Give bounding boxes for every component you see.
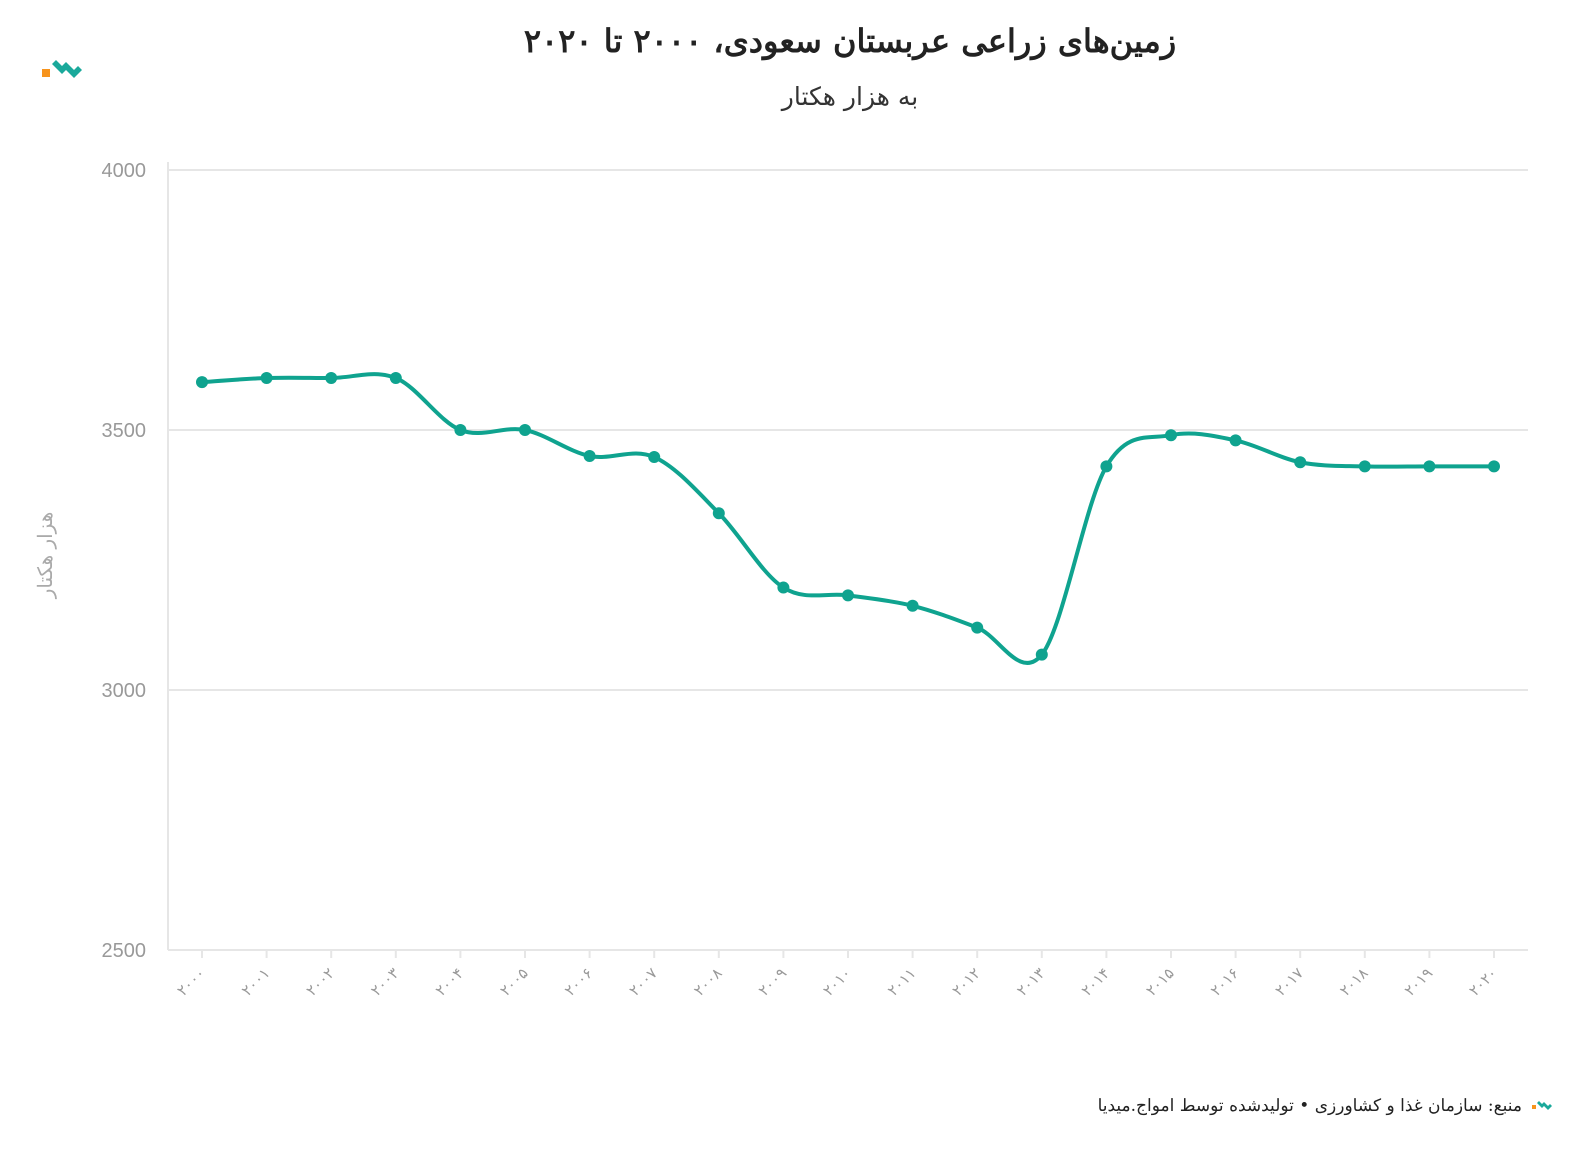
footer: منبع: سازمان غذا و کشاورزی • تولیدشده تو… [1098,1096,1552,1116]
y-axis-label: هزار هکتار [33,512,57,600]
y-tick-label: 3000 [102,680,147,702]
data-point [196,376,208,389]
y-tick-label: 2500 [102,940,147,962]
x-tick-label: ۲۰۰۳ [367,964,403,1000]
data-point [1035,648,1048,661]
data-point [454,424,467,436]
chart-subtitle: به هزار هکتار [781,82,919,111]
data-point [389,372,402,384]
x-tick-label: ۲۰۱۶ [1207,964,1243,1000]
data-point [260,372,273,384]
data-point [1488,460,1500,473]
data-point [583,450,596,462]
y-tick-label: 4000 [102,160,147,182]
series-line [201,372,1494,665]
x-tick-label: ۲۰۰۸ [690,964,726,1000]
source-text: منبع: سازمان غذا و کشاورزی • تولیدشده تو… [1097,1096,1522,1116]
data-point [1423,460,1436,473]
x-tick-label: ۲۰۱۵ [1142,964,1178,1000]
x-tick-label: ۲۰۱۰ [819,964,855,1000]
data-point [906,599,919,612]
chart-title: زمین‌های زراعی عربستان سعودی، ۲۰۰۰ تا ۲۰… [523,22,1177,60]
x-tick-label: ۲۰۱۲ [949,964,985,1000]
data-point [325,372,338,384]
x-tick-label: ۲۰۱۸ [1336,964,1372,1000]
x-tick-label: ۲۰۱۳ [1013,964,1049,1000]
x-tick-label: ۲۰۰۵ [496,964,532,1000]
data-point [971,621,984,634]
x-tick-label: ۲۰۱۹ [1401,964,1437,1000]
data-point [1358,460,1371,473]
x-tick-label: ۲۰۰۹ [755,964,791,1000]
x-tick-label: ۲۰۰۷ [626,964,662,1000]
data-point [842,589,854,602]
line-chart: 4000 3500 3000 2500 هزار هکتار ۲۰۰۰ ۲۰۰۱ ۲۰۰۲ ۲۰… [33,160,1528,1000]
x-tick-label: ۲۰۰۲ [303,964,339,1000]
data-point [1165,429,1177,442]
data-point [1229,434,1242,447]
x-tick-label: ۲۰۱۱ [884,964,920,1000]
data-point [712,507,725,520]
data-point [519,424,531,436]
x-tick-label: ۲۰۰۶ [561,964,597,1000]
x-tick-label: ۲۰۰۴ [432,964,468,1000]
data-point [777,581,790,594]
x-tick-label: ۲۰۱۴ [1078,964,1114,1000]
y-tick-label: 3500 [102,420,147,442]
data-point [648,451,661,464]
x-tick-label: ۲۰۰۰ [173,964,209,1000]
x-tick-label: ۲۰۱۷ [1272,964,1308,1000]
data-point [1100,460,1113,473]
brand-small-icon [1532,1101,1552,1110]
x-tick-label: ۲۰۲۰ [1465,964,1501,1000]
x-tick-label: ۲۰۰۱ [238,964,274,1000]
data-point [1294,456,1307,469]
brand-logo-icon [42,60,82,78]
